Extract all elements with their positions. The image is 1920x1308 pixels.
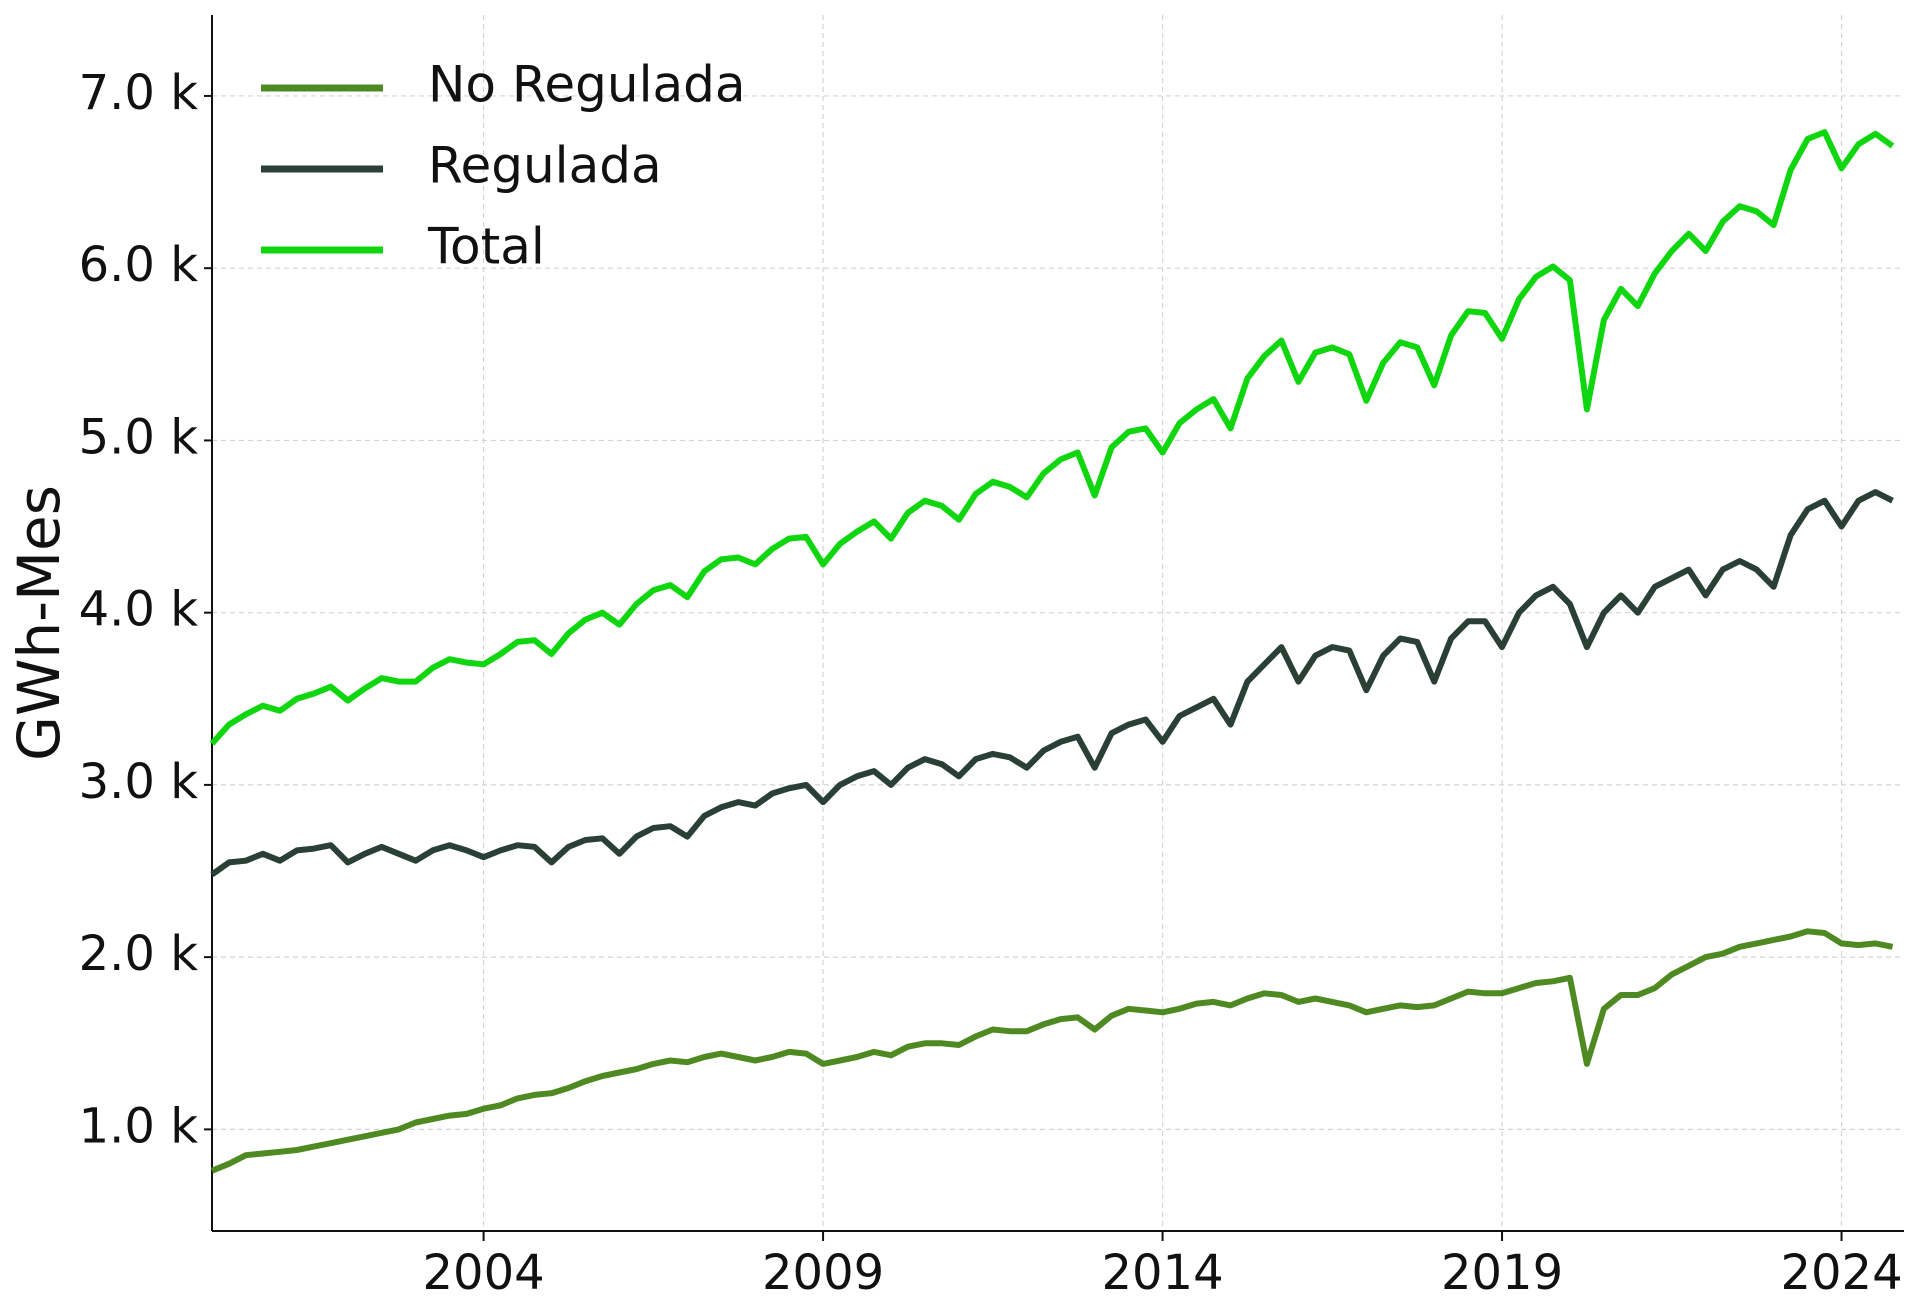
legend-label: Regulada: [428, 137, 662, 195]
series-line: [210, 489, 1894, 877]
series-line: [209, 129, 1895, 746]
y-tick-label: 4.0 k: [79, 582, 199, 638]
series-line: [210, 928, 1894, 1174]
y-axis-label: GWh-Mes: [5, 485, 73, 761]
y-tick-label: 6.0 k: [79, 237, 199, 293]
y-tick-label: 3.0 k: [79, 754, 199, 810]
x-tick-label: 2024: [1780, 1245, 1902, 1301]
legend-label: Total: [427, 218, 545, 276]
legend-label: No Regulada: [428, 56, 745, 114]
y-tick-label: 1.0 k: [79, 1098, 199, 1154]
y-tick-label: 5.0 k: [79, 409, 199, 465]
x-tick-label: 2004: [423, 1245, 545, 1301]
y-tick-label: 2.0 k: [79, 926, 199, 982]
x-tick-label: 2014: [1101, 1245, 1223, 1301]
y-tick-label: 7.0 k: [79, 65, 199, 121]
x-tick-label: 2019: [1441, 1245, 1563, 1301]
x-tick-label: 2009: [762, 1245, 884, 1301]
